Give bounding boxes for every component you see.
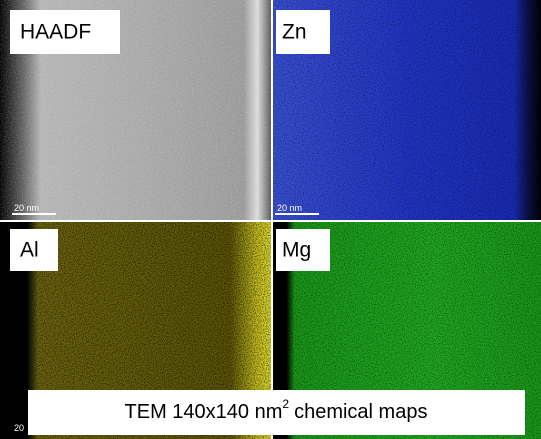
panel-label: Al [20, 239, 39, 262]
caption-text: chemical maps [294, 401, 427, 423]
page: HAADF Zn Al Mg 20 nm 20 nm 20 TEM 140x14… [0, 0, 541, 439]
panel-label: Mg [282, 239, 311, 262]
figure: HAADF Zn Al Mg 20 nm 20 nm 20 TEM 140x14… [0, 0, 541, 439]
scale-bar-label: 20 nm [14, 203, 39, 213]
scale-bar-label: 20 [14, 423, 24, 433]
scale-bar-label: 20 nm [277, 203, 302, 213]
panel-label: HAADF [20, 21, 91, 44]
panel-label: Zn [282, 21, 307, 44]
caption: TEM 140x140 nm2 chemical maps [125, 397, 428, 423]
caption-superscript: 2 [282, 397, 289, 411]
caption-text: TEM 140x140 nm [125, 401, 283, 423]
